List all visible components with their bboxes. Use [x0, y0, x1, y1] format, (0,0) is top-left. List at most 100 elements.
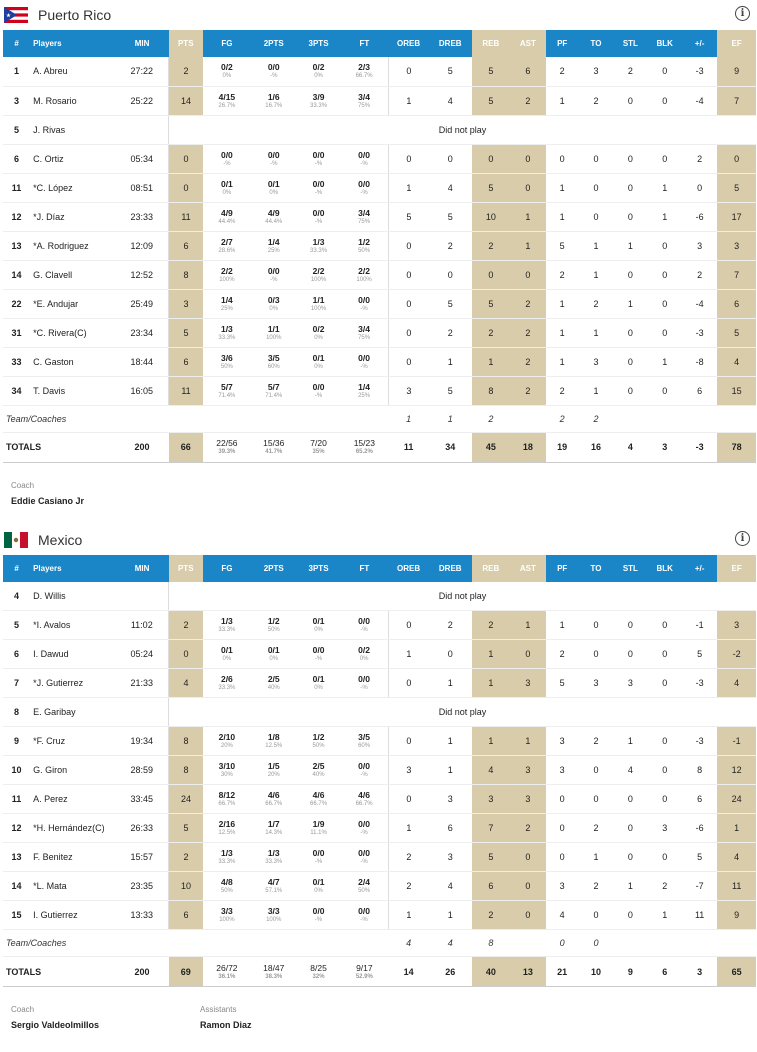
player-row[interactable]: 5 *I. Avalos 11:02 2 1/3 33.3% 1/2 50% 0/1 0% 0/0-…	[3, 610, 756, 640]
player-name[interactable]: *J. Gutierrez	[30, 668, 116, 698]
column-header[interactable]: +/-	[681, 30, 718, 57]
column-header[interactable]: Players	[30, 554, 116, 582]
player-name[interactable]: F. Benitez	[30, 842, 116, 872]
empty-cell	[115, 405, 169, 433]
column-header[interactable]: TO	[578, 30, 614, 57]
info-icon[interactable]: i	[735, 530, 750, 546]
made-attempted: 8/25	[310, 962, 327, 973]
player-row[interactable]: 31 *C. Rivera(C) 23:34 5 1/3 33.3% 1/1 100% 0/2 0…	[3, 318, 756, 348]
column-header[interactable]: EF	[717, 30, 756, 57]
player-row[interactable]: 13 F. Benitez 15:57 2 1/3 33.3% 1/3 33.3% 0/0 -% 0…	[3, 842, 756, 872]
player-row[interactable]: 14 *L. Mata 23:35 10 4/8 50% 4/7 57.1% 0/1 0% 2/4 5…	[3, 871, 756, 901]
player-name[interactable]: I. Gutierrez	[30, 900, 116, 930]
shooting-stat: 0/2 0%	[296, 57, 341, 87]
column-header[interactable]: REB	[471, 554, 511, 582]
column-header[interactable]: Players	[30, 30, 116, 57]
player-name[interactable]: J. Rivas	[30, 115, 116, 145]
column-header[interactable]: FG	[202, 554, 251, 582]
column-header[interactable]: 3PTS	[296, 554, 341, 582]
player-name[interactable]: *I. Avalos	[30, 610, 116, 640]
column-header[interactable]: 2PTS	[250, 554, 297, 582]
player-row[interactable]: 6 C. Ortiz 05:34 0 0/0 -% 0/0 -% 0/0 -% 0/0 -% 0 0 0 0 0…	[3, 144, 756, 174]
player-row[interactable]: 10 G. Giron 28:59 8 3/10 30% 1/5 20% 2/5 40% 0/0 -%…	[3, 755, 756, 785]
column-header[interactable]: PF	[545, 30, 579, 57]
column-header[interactable]: #	[3, 30, 31, 57]
column-header[interactable]: DREB	[428, 30, 472, 57]
column-header[interactable]: +/-	[681, 554, 718, 582]
player-name[interactable]: T. Davis	[30, 376, 116, 406]
player-name[interactable]: C. Ortiz	[30, 144, 116, 174]
column-header[interactable]: OREB	[388, 554, 429, 582]
column-header[interactable]: TO	[578, 554, 614, 582]
total-blk: 6	[647, 956, 682, 987]
player-name[interactable]: *H. Hernández(C)	[30, 813, 116, 843]
column-header[interactable]: PTS	[168, 554, 203, 582]
player-name[interactable]: *E. Andujar	[30, 289, 116, 319]
player-name[interactable]: G. Giron	[30, 755, 116, 785]
player-name[interactable]: *C. López	[30, 173, 116, 203]
player-name[interactable]: A. Perez	[30, 784, 116, 814]
column-header[interactable]: AST	[510, 30, 546, 57]
column-header[interactable]: FG	[202, 30, 251, 57]
player-row[interactable]: 15 I. Gutierrez 13:33 6 3/3 100% 3/3 100% 0/0 -% 0…	[3, 900, 756, 930]
column-header[interactable]: 2PTS	[250, 30, 297, 57]
player-name[interactable]: A. Abreu	[30, 57, 116, 87]
column-header[interactable]: MIN	[115, 30, 169, 57]
player-row[interactable]: 6 I. Dawud 05:24 0 0/1 0% 0/1 0% 0/0 -% 0/2 0% 1 0 1 0 2…	[3, 639, 756, 669]
player-name[interactable]: I. Dawud	[30, 639, 116, 669]
column-header[interactable]: #	[3, 554, 31, 582]
player-name[interactable]: M. Rosario	[30, 86, 116, 116]
player-row[interactable]: 1 A. Abreu 27:22 2 0/2 0% 0/0 -% 0/2 0% 2/3 66.7% 0 5…	[3, 57, 756, 87]
column-header[interactable]: STL	[613, 554, 648, 582]
info-icon[interactable]: i	[735, 6, 750, 21]
column-header[interactable]: FT	[340, 30, 389, 57]
column-header[interactable]: AST	[510, 554, 546, 582]
player-name[interactable]: *F. Cruz	[30, 726, 116, 756]
player-name[interactable]: *C. Rivera(C)	[30, 318, 116, 348]
player-name[interactable]: *A. Rodriguez	[30, 231, 116, 261]
column-header[interactable]: MIN	[115, 554, 169, 582]
coach-name: Eddie Casiano Jr	[11, 495, 85, 506]
stat-blk: 1	[647, 900, 682, 930]
column-header[interactable]: REB	[471, 30, 511, 57]
player-row[interactable]: 12 *H. Hernández(C) 26:33 5 2/16 12.5% 1/7 14.3…	[3, 813, 756, 843]
player-name[interactable]: G. Clavell	[30, 260, 116, 290]
column-header[interactable]: FT	[340, 554, 389, 582]
player-name[interactable]: E. Garibay	[30, 697, 116, 727]
player-row[interactable]: 22 *E. Andujar 25:49 3 1/4 25% 0/3 0% 1/1 100% 0/0…	[3, 289, 756, 319]
column-header[interactable]: OREB	[388, 30, 429, 57]
shooting-stat: 0/0 -%	[296, 376, 341, 406]
stat-blk: 0	[647, 755, 682, 785]
player-row[interactable]: 3 M. Rosario 25:22 14 4/15 26.7% 1/6 16.7% 3/9 33…	[3, 86, 756, 116]
column-header[interactable]: BLK	[647, 30, 682, 57]
player-row[interactable]: 14 G. Clavell 12:52 8 2/2 100% 0/0 -% 2/2 100% 2/2…	[3, 260, 756, 290]
player-row[interactable]: 34 T. Davis 16:05 11 5/7 71.4% 5/7 71.4% 0/0 -% 1/…	[3, 376, 756, 406]
shooting-stat: 4/8 50%	[202, 871, 251, 901]
stat-pm: 11	[681, 900, 718, 930]
player-row[interactable]: 11 A. Perez 33:45 24 8/12 66.7% 4/6 66.7% 4/6 66.…	[3, 784, 756, 814]
player-row[interactable]: 33 C. Gaston 18:44 6 3/6 50% 3/5 60% 0/1 0% 0/0 -% 0…	[3, 347, 756, 377]
column-header[interactable]: 3PTS	[296, 30, 341, 57]
player-row[interactable]: 8 E. Garibay Did not play	[3, 697, 756, 727]
stat-pf: 1	[545, 289, 579, 319]
player-row[interactable]: 7 *J. Gutierrez 21:33 4 2/6 33.3% 2/5 40% 0/1 0% 0…	[3, 668, 756, 698]
player-name[interactable]: D. Willis	[30, 581, 116, 611]
stat-ef: 4	[717, 347, 756, 377]
player-row[interactable]: 13 *A. Rodriguez 12:09 6 2/7 28.6% 1/4 25% 1/3 33…	[3, 231, 756, 261]
column-header[interactable]: BLK	[647, 554, 682, 582]
player-row[interactable]: 5 J. Rivas Did not play	[3, 115, 756, 145]
column-header[interactable]: STL	[613, 30, 648, 57]
shooting-stat: 1/3 33.3%	[296, 231, 341, 261]
player-name[interactable]: C. Gaston	[30, 347, 116, 377]
player-name[interactable]: *L. Mata	[30, 871, 116, 901]
player-name[interactable]: *J. Díaz	[30, 202, 116, 232]
player-row[interactable]: 4 D. Willis Did not play	[3, 581, 756, 611]
made-attempted: 2/5	[267, 674, 280, 684]
column-header[interactable]: DREB	[428, 554, 472, 582]
player-row[interactable]: 12 *J. Díaz 23:33 11 4/9 44.4% 4/9 44.4% 0/0 -% 3/…	[3, 202, 756, 232]
column-header[interactable]: EF	[717, 554, 756, 582]
column-header[interactable]: PF	[545, 554, 579, 582]
player-row[interactable]: 11 *C. López 08:51 0 0/1 0% 0/1 0% 0/0 -% 0/0 -% 1 4 5…	[3, 173, 756, 203]
column-header[interactable]: PTS	[168, 30, 203, 57]
player-row[interactable]: 9 *F. Cruz 19:34 8 2/10 20% 1/8 12.5% 1/2 50% 3/5 6…	[3, 726, 756, 756]
